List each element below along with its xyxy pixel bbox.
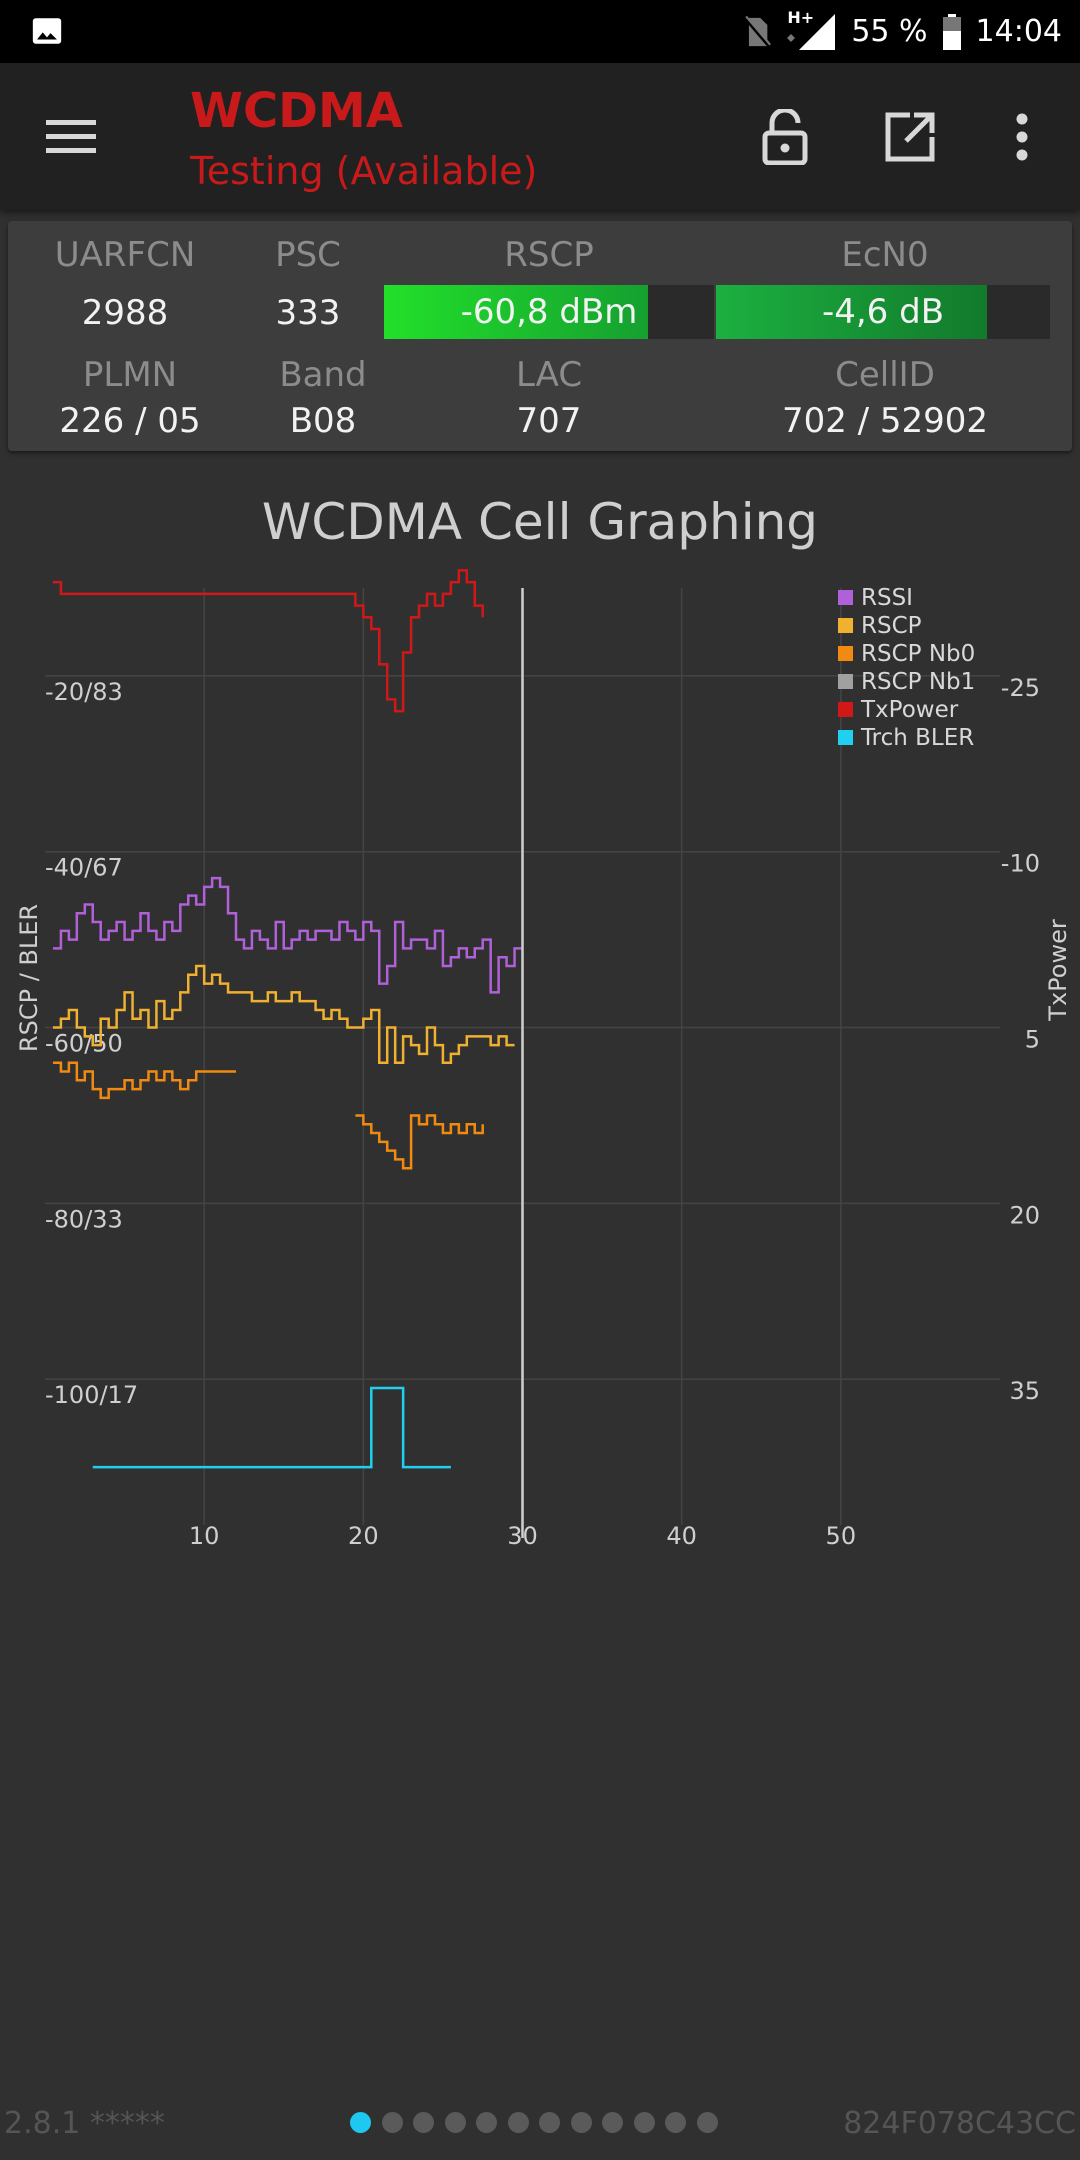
page-subtitle: Testing (Available): [190, 149, 538, 193]
x-tick-label: 50: [826, 1522, 857, 1550]
image-notification-icon: [30, 14, 64, 48]
status-bar-right: H+ 55 % 14:04: [741, 0, 1062, 63]
ecn0-bar: -4,6 dB: [716, 285, 1050, 339]
y-axis-label: RSCP / BLER: [15, 904, 43, 1052]
page-dot[interactable]: [444, 2112, 466, 2133]
psc-value: 333: [275, 293, 341, 333]
page-dot[interactable]: [633, 2112, 655, 2133]
plmn-value: 226 / 05: [59, 401, 201, 441]
chart-title: WCDMA Cell Graphing: [261, 493, 819, 551]
page-dot[interactable]: [665, 2112, 686, 2133]
y2-tick-label: 20: [1009, 1201, 1040, 1229]
x-tick-label: 10: [189, 1522, 220, 1550]
series-line-trch-bler: [92, 1386, 451, 1469]
page-dot[interactable]: [476, 2112, 497, 2133]
lac-value: 707: [516, 401, 582, 441]
series-line-rscp-nb0: [52, 1061, 236, 1100]
y2-axis-label: TxPower: [1044, 919, 1072, 1022]
legend-swatch: [838, 646, 853, 661]
device-id: 824F078C43CC: [843, 2106, 1076, 2141]
page-indicator[interactable]: [350, 2112, 718, 2133]
y2-tick-label: -10: [1001, 850, 1040, 878]
page-dot[interactable]: [570, 2112, 592, 2133]
x-tick-label: 20: [348, 1522, 379, 1550]
battery-percent: 55 %: [851, 14, 928, 49]
rscp-bar: -60,8 dBm: [384, 285, 714, 339]
legend-swatch: [838, 730, 853, 745]
network-type-label: H+: [787, 7, 815, 27]
cell-graph-chart[interactable]: -20/83-40/67-60/50-80/33-100/17-25-10520…: [0, 560, 1080, 1570]
status-bar: H+ 55 % 14:04: [0, 0, 1080, 63]
y-tick-label: -20/83: [45, 678, 123, 706]
series-line-txpower: [52, 569, 484, 713]
page-dot[interactable]: [507, 2112, 529, 2133]
legend-label: Trch BLER: [860, 725, 974, 751]
app-version: 2.8.1 *****: [4, 2106, 165, 2141]
page-dot[interactable]: [539, 2112, 560, 2133]
psc-label: PSC: [275, 235, 341, 275]
y2-tick-label: -25: [1001, 674, 1040, 702]
legend-swatch: [838, 590, 853, 605]
legend-swatch: [838, 674, 853, 689]
page-title: WCDMA: [190, 83, 403, 139]
cell-info-panel: UARFCN PSC RSCP EcN0 2988 333 -60,8 dBm …: [8, 221, 1072, 451]
page-dot[interactable]: [413, 2112, 434, 2133]
clock: 14:04: [975, 14, 1062, 49]
rscp-label: RSCP: [504, 235, 594, 275]
page-dot[interactable]: [350, 2112, 371, 2133]
ecn0-bar-fill: [716, 285, 987, 339]
cellid-value: 702 / 52902: [781, 401, 989, 441]
no-sim-icon: [741, 15, 772, 49]
y-tick-label: -40/67: [45, 854, 123, 882]
uarfcn-value: 2988: [81, 293, 169, 333]
y2-tick-label: 5: [1025, 1026, 1040, 1054]
page-dot[interactable]: [602, 2112, 623, 2133]
series-line-rscp-nb0: [355, 1114, 484, 1170]
y-tick-label: -80/33: [45, 1205, 123, 1233]
cellid-label: CellID: [835, 355, 935, 395]
app-bar: WCDMA Testing (Available): [0, 63, 1080, 210]
x-tick-label: 40: [666, 1522, 697, 1550]
legend-label: RSSI: [861, 585, 913, 611]
ecn0-label: EcN0: [841, 235, 929, 275]
lock-open-icon[interactable]: [753, 105, 817, 169]
legend-label: RSCP: [861, 613, 922, 639]
lac-label: LAC: [515, 355, 583, 395]
y2-tick-label: 35: [1009, 1377, 1040, 1405]
y-tick-label: -100/17: [45, 1381, 138, 1409]
series-line-rscp: [52, 964, 515, 1064]
menu-icon[interactable]: [44, 111, 100, 163]
legend-label: RSCP Nb1: [861, 669, 975, 695]
legend-label: TxPower: [860, 697, 959, 723]
plmn-label: PLMN: [82, 355, 178, 395]
ecn0-value: -4,6 dB: [821, 292, 945, 332]
rscp-value: -60,8 dBm: [460, 292, 638, 332]
uarfcn-label: UARFCN: [54, 235, 196, 275]
battery-icon: [942, 13, 962, 50]
more-vert-icon[interactable]: [990, 105, 1054, 169]
series-line-rssi: [52, 876, 523, 994]
page-dot[interactable]: [696, 2112, 718, 2133]
signal-icon: H+: [785, 8, 837, 52]
band-value: B08: [289, 401, 357, 441]
page-dot[interactable]: [381, 2112, 403, 2133]
legend-label: RSCP Nb0: [861, 641, 975, 667]
rscp-bar-fill: [384, 285, 648, 339]
band-label: Band: [279, 355, 367, 395]
open-external-icon[interactable]: [878, 105, 942, 169]
legend-swatch: [838, 618, 853, 633]
legend-swatch: [838, 702, 853, 717]
